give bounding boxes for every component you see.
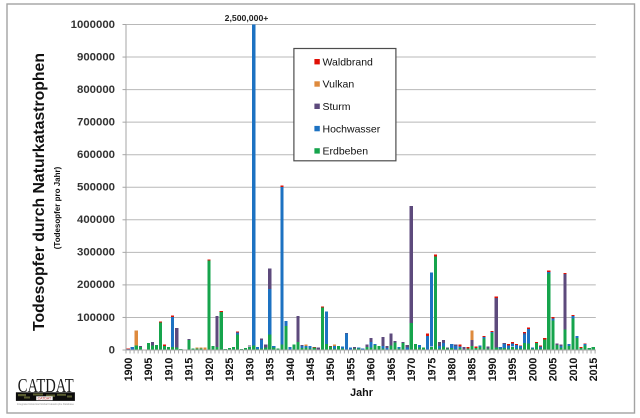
svg-text:0: 0: [109, 344, 115, 356]
svg-text:1000000: 1000000: [71, 19, 115, 31]
svg-text:500000: 500000: [77, 182, 115, 194]
svg-text:900000: 900000: [77, 51, 115, 63]
svg-text:Hochwasser: Hochwasser: [323, 123, 381, 135]
svg-text:1925: 1925: [224, 358, 236, 382]
svg-text:(Todesopfer pro Jahr): (Todesopfer pro Jahr): [53, 166, 62, 249]
svg-text:1965: 1965: [386, 358, 398, 382]
svg-text:1940: 1940: [285, 358, 297, 382]
svg-text:400000: 400000: [77, 214, 115, 226]
svg-text:2015: 2015: [588, 358, 600, 382]
svg-text:1900: 1900: [123, 358, 135, 382]
svg-text:Erdbeben: Erdbeben: [323, 146, 369, 158]
svg-text:2005: 2005: [548, 358, 560, 382]
svg-text:2010: 2010: [568, 358, 580, 382]
svg-text:800000: 800000: [77, 84, 115, 96]
svg-text:100000: 100000: [77, 312, 115, 324]
svg-text:700000: 700000: [77, 116, 115, 128]
svg-text:600000: 600000: [77, 149, 115, 161]
svg-text:200000: 200000: [77, 279, 115, 291]
svg-text:CATDAT: CATDAT: [38, 397, 52, 401]
svg-text:2000: 2000: [527, 358, 539, 382]
svg-text:1980: 1980: [447, 358, 459, 382]
svg-text:1975: 1975: [426, 358, 438, 382]
svg-text:1915: 1915: [184, 358, 196, 382]
svg-text:1935: 1935: [265, 358, 277, 382]
svg-text:Integrated Historical Global C: Integrated Historical Global Catastrophe…: [17, 402, 74, 406]
svg-text:2,500,000+: 2,500,000+: [225, 13, 269, 23]
svg-text:1910: 1910: [163, 358, 175, 382]
svg-text:300000: 300000: [77, 247, 115, 259]
svg-text:Jahr: Jahr: [350, 387, 374, 399]
svg-text:Waldbrand: Waldbrand: [323, 56, 374, 68]
svg-text:1985: 1985: [467, 358, 479, 382]
svg-text:1945: 1945: [305, 358, 317, 382]
svg-text:1950: 1950: [325, 358, 337, 382]
svg-text:Todesopfer durch Naturkatastro: Todesopfer durch Naturkatastrophen: [31, 53, 48, 331]
svg-text:1970: 1970: [406, 358, 418, 382]
svg-text:Sturm: Sturm: [323, 101, 351, 113]
svg-text:1955: 1955: [345, 358, 357, 382]
svg-text:1995: 1995: [507, 358, 519, 382]
svg-text:1905: 1905: [143, 358, 155, 382]
svg-text:1960: 1960: [366, 358, 378, 382]
svg-text:1920: 1920: [204, 358, 216, 382]
svg-text:CATDAT: CATDAT: [18, 375, 74, 397]
svg-text:1930: 1930: [244, 358, 256, 382]
svg-text:Vulkan: Vulkan: [323, 79, 355, 91]
svg-text:1990: 1990: [487, 358, 499, 382]
